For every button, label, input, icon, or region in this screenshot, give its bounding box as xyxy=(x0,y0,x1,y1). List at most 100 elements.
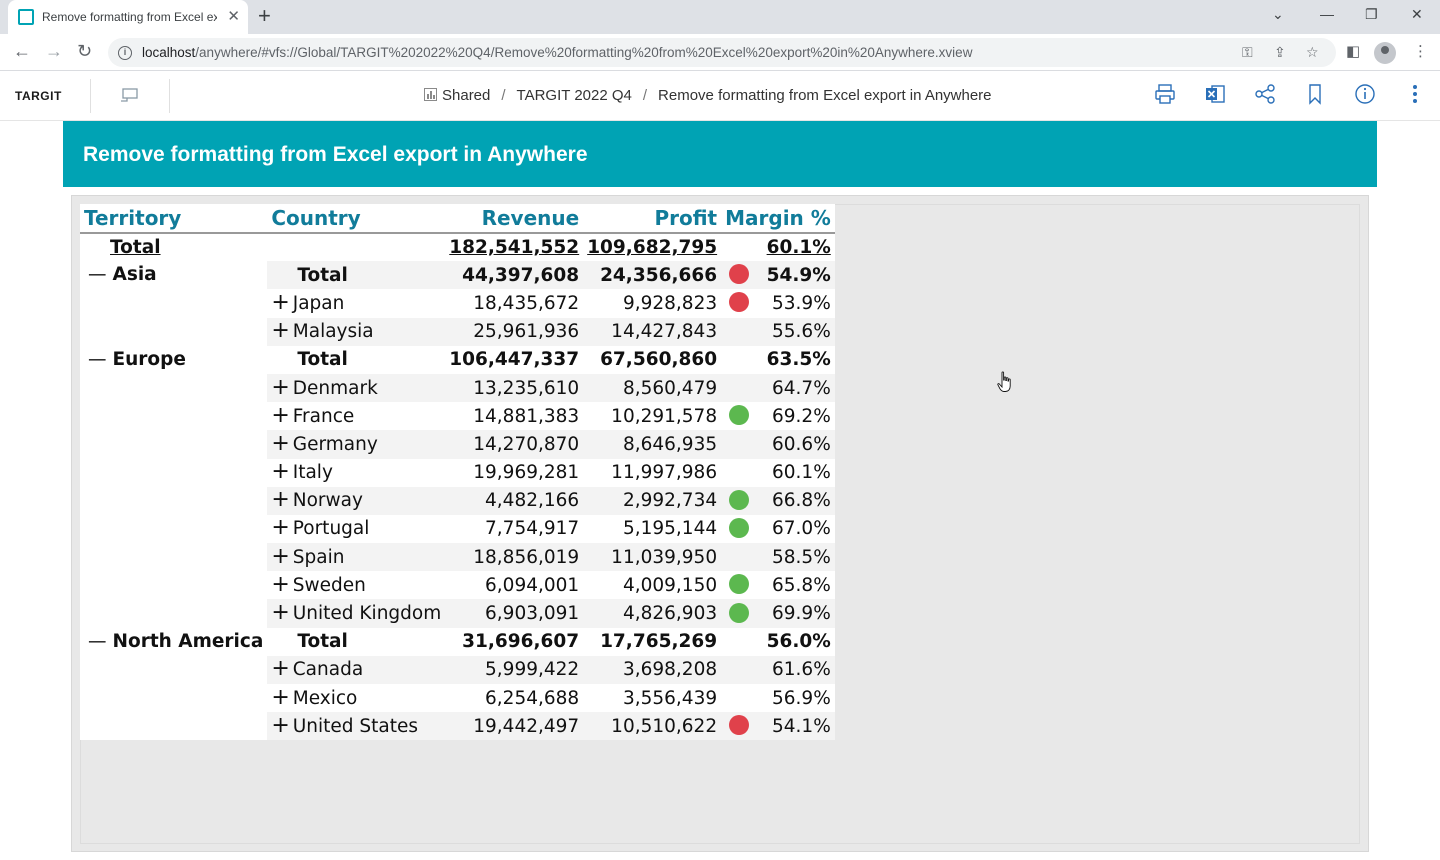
expand-icon[interactable]: + xyxy=(271,430,290,456)
country-cell[interactable]: + Japan xyxy=(267,289,446,318)
expand-icon[interactable]: + xyxy=(271,318,290,344)
country-cell[interactable]: + Spain xyxy=(267,543,446,572)
margin-cell: 67.0% xyxy=(756,514,835,544)
country-cell[interactable]: + Malaysia xyxy=(267,317,446,346)
group-total-revenue: 31,696,607 xyxy=(445,627,584,656)
hand-cursor-icon xyxy=(997,371,1011,392)
indicator-cell xyxy=(721,345,757,374)
new-tab-icon[interactable]: + xyxy=(258,3,271,28)
country-cell[interactable]: + Mexico xyxy=(267,684,446,713)
expand-icon[interactable]: + xyxy=(271,571,290,597)
close-window-icon[interactable]: ✕ xyxy=(1411,6,1423,22)
expand-icon[interactable]: + xyxy=(271,543,290,569)
expand-icon[interactable]: + xyxy=(271,656,290,682)
profit-indicator-red xyxy=(728,715,749,736)
column-header-revenue[interactable]: Revenue xyxy=(445,204,584,234)
country-cell[interactable]: + United Kingdom xyxy=(267,599,446,628)
share-icon[interactable] xyxy=(1253,83,1277,107)
back-icon[interactable]: ← xyxy=(13,41,31,61)
grand-total-revenue: 182,541,552 xyxy=(445,233,584,262)
indicator-cell xyxy=(721,655,757,684)
forward-icon[interactable]: → xyxy=(45,41,63,61)
profit-indicator-green xyxy=(728,574,749,595)
column-header-country[interactable]: Country xyxy=(267,204,446,234)
tab-search-icon[interactable]: ⌄ xyxy=(1272,6,1284,22)
country-cell[interactable]: + Italy xyxy=(267,458,446,487)
expand-icon[interactable]: + xyxy=(271,712,290,738)
browser-tab[interactable]: Remove formatting from Excel export in A… xyxy=(8,0,248,34)
collapse-icon[interactable]: — xyxy=(88,348,107,370)
expand-icon[interactable]: + xyxy=(271,459,290,485)
more-options-icon[interactable] xyxy=(1403,83,1427,107)
country-row: + France 14,881,383 10,291,578 69.2% xyxy=(80,402,835,431)
info-icon[interactable] xyxy=(1353,83,1377,107)
expand-icon[interactable]: + xyxy=(271,374,290,400)
expand-icon[interactable]: + xyxy=(271,402,290,428)
margin-cell: 53.9% xyxy=(756,289,835,318)
collapse-icon[interactable]: — xyxy=(88,264,107,286)
country-cell[interactable]: + United States xyxy=(267,712,446,741)
group-total-margin: 63.5% xyxy=(756,345,835,374)
key-icon[interactable]: ⚿ xyxy=(1242,44,1253,60)
grand-total-margin: 60.1% xyxy=(721,233,835,262)
bookmark-icon[interactable] xyxy=(1303,83,1327,107)
header-divider xyxy=(90,79,91,113)
country-label: Sweden xyxy=(292,574,366,596)
group-total-profit: 24,356,666 xyxy=(583,261,722,290)
expand-icon[interactable]: + xyxy=(271,600,290,626)
indicator-cell xyxy=(721,430,757,459)
country-row: + Canada 5,999,422 3,698,208 61.6% xyxy=(80,655,835,684)
share-page-icon[interactable]: ⇪ xyxy=(1274,44,1286,60)
table-of-contents-icon[interactable] xyxy=(120,87,140,103)
country-cell[interactable]: + France xyxy=(267,402,446,431)
country-cell[interactable]: + Norway xyxy=(267,486,446,515)
expand-icon[interactable]: + xyxy=(271,515,290,541)
profit-cell: 9,928,823 xyxy=(583,289,722,318)
print-icon[interactable] xyxy=(1153,83,1177,107)
country-cell[interactable]: + Germany xyxy=(267,430,446,459)
expand-icon[interactable]: + xyxy=(271,289,290,315)
excel-export-icon[interactable] xyxy=(1203,83,1227,107)
profit-indicator-green xyxy=(728,405,749,426)
country-label: United States xyxy=(292,715,419,737)
country-cell[interactable]: + Portugal xyxy=(267,514,446,544)
profit-cell: 10,291,578 xyxy=(583,402,722,431)
collapse-icon[interactable]: — xyxy=(88,630,107,652)
close-tab-icon[interactable]: ✕ xyxy=(227,8,240,25)
chrome-menu-icon[interactable]: ⋮ xyxy=(1413,43,1428,60)
profit-indicator-green xyxy=(728,517,749,538)
url-text: localhost/anywhere/#vfs://Global/TARGIT%… xyxy=(142,45,973,60)
reload-icon[interactable]: ↻ xyxy=(77,41,93,61)
revenue-cell: 14,270,870 xyxy=(445,430,584,459)
breadcrumb-shared[interactable]: Shared xyxy=(442,87,491,104)
territory-cell[interactable]: — Asia xyxy=(80,261,268,346)
group-total-revenue: 106,447,337 xyxy=(445,345,584,374)
side-panel-icon[interactable]: ◧ xyxy=(1346,43,1361,60)
country-label: Portugal xyxy=(292,518,370,540)
crosstab-table: Territory Country Revenue Profit Margin … xyxy=(80,204,835,741)
column-header-territory[interactable]: Territory xyxy=(80,204,268,234)
expand-icon[interactable]: + xyxy=(271,487,290,513)
country-cell[interactable]: + Canada xyxy=(267,655,446,684)
minimize-icon[interactable]: — xyxy=(1320,6,1334,22)
indicator-cell xyxy=(721,458,757,487)
bookmark-star-icon[interactable]: ☆ xyxy=(1306,44,1319,60)
country-cell[interactable]: + Sweden xyxy=(267,571,446,600)
profit-cell: 3,556,439 xyxy=(583,684,722,713)
site-info-icon[interactable]: i xyxy=(118,45,132,60)
address-bar[interactable]: i localhost/anywhere/#vfs://Global/TARGI… xyxy=(108,38,1336,67)
column-header-margin[interactable]: Margin % xyxy=(721,204,835,234)
breadcrumb-folder[interactable]: TARGIT 2022 Q4 xyxy=(516,87,632,104)
country-cell[interactable]: + Denmark xyxy=(267,373,446,403)
column-header-profit[interactable]: Profit xyxy=(583,204,722,234)
header-divider xyxy=(169,79,170,113)
profile-avatar-icon[interactable] xyxy=(1374,42,1396,64)
indicator-cell xyxy=(721,712,757,741)
restore-icon[interactable]: ❐ xyxy=(1365,6,1378,22)
country-label: Denmark xyxy=(292,377,378,399)
territory-cell[interactable]: — Europe xyxy=(80,345,268,628)
revenue-cell: 7,754,917 xyxy=(445,514,584,544)
territory-cell[interactable]: — North America xyxy=(80,627,268,741)
expand-icon[interactable]: + xyxy=(271,684,290,710)
grand-total-country-cell xyxy=(267,233,446,262)
